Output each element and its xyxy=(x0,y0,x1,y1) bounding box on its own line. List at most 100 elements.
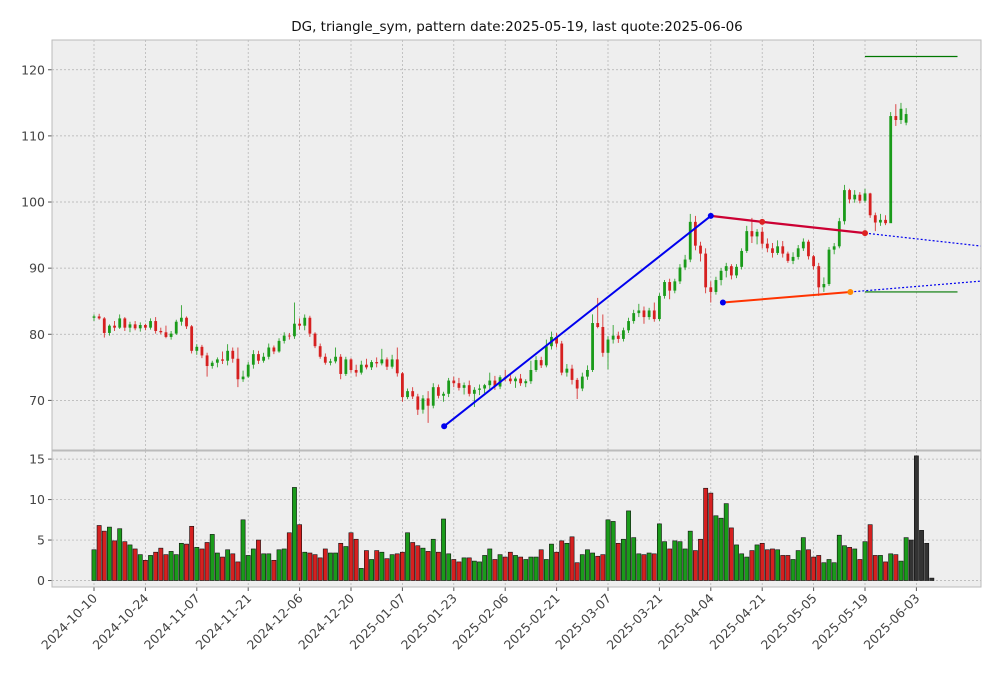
candle-body xyxy=(262,356,266,361)
volume-bar xyxy=(507,551,513,581)
volume-bar xyxy=(184,543,189,581)
volume-bar xyxy=(888,553,894,581)
lower-end-point xyxy=(847,288,854,295)
volume-bar xyxy=(107,526,112,581)
candle-body xyxy=(277,340,281,352)
volume-bar xyxy=(590,552,595,581)
volume-bar xyxy=(487,548,493,581)
volume-bar xyxy=(425,551,431,581)
candle-body xyxy=(205,355,209,367)
volume-bar xyxy=(209,534,215,581)
candle-body xyxy=(144,325,147,328)
price-tick-label: 100 xyxy=(21,195,45,210)
volume-bar xyxy=(281,548,287,581)
volume-bar xyxy=(374,550,380,581)
price-tick-label: 90 xyxy=(29,261,45,276)
candle-body xyxy=(647,310,651,318)
candle-body xyxy=(442,393,445,396)
candle-body xyxy=(627,321,630,331)
volume-bar xyxy=(358,568,364,581)
volume-bar xyxy=(775,549,781,581)
candle-body xyxy=(195,346,199,351)
upper-end-point xyxy=(862,230,868,237)
volume-bar xyxy=(235,561,241,581)
volume-bar xyxy=(708,492,714,581)
volume-bar xyxy=(466,557,472,581)
candle-body xyxy=(719,270,723,281)
volume-bar xyxy=(173,554,179,581)
candle-body xyxy=(879,219,882,223)
volume-bar xyxy=(559,540,565,581)
candle-body xyxy=(519,378,523,384)
candle-body xyxy=(421,398,425,410)
volume-bar xyxy=(662,541,667,581)
volume-bar xyxy=(199,548,205,581)
candle-body xyxy=(560,343,564,373)
volume-bar xyxy=(826,559,832,581)
candle-body xyxy=(257,354,260,361)
candle-body xyxy=(755,231,759,237)
volume-bar xyxy=(461,557,467,581)
candle-body xyxy=(339,356,343,374)
candle-body xyxy=(843,190,846,222)
candle-body xyxy=(745,231,749,251)
volume-bar xyxy=(816,555,822,581)
candle-body xyxy=(663,282,666,296)
volume-bar xyxy=(744,556,750,581)
candle-body xyxy=(724,266,728,271)
volume-bar xyxy=(348,532,354,581)
volume-bar xyxy=(96,525,102,581)
volume-bar xyxy=(420,547,426,581)
triangle-lower-projection xyxy=(850,280,982,293)
volume-bar xyxy=(523,559,529,581)
triangle-upper-projection xyxy=(864,232,982,247)
volume-bar xyxy=(379,551,385,581)
volume-bar xyxy=(528,556,534,581)
candle-body xyxy=(652,310,656,320)
volume-bar xyxy=(225,549,231,581)
candle-body xyxy=(390,359,394,367)
candle-body xyxy=(303,317,307,326)
candle-body xyxy=(601,327,605,353)
volume-bar xyxy=(913,455,919,581)
candle-body xyxy=(401,373,404,398)
volume-bar xyxy=(132,548,138,581)
candle-body xyxy=(406,391,409,398)
candle-body xyxy=(385,359,389,367)
volume-bar xyxy=(893,554,899,581)
pattern-start-point xyxy=(441,423,448,430)
candle-body xyxy=(298,323,301,326)
candle-body xyxy=(771,248,774,253)
candle-body xyxy=(858,194,862,201)
candle-body xyxy=(149,321,152,328)
candle-body xyxy=(781,246,785,254)
volume-bar xyxy=(867,524,873,581)
candle-body xyxy=(853,194,857,200)
volume-bar xyxy=(636,553,642,581)
volume-bar xyxy=(214,552,220,581)
volume-bar xyxy=(728,527,734,581)
volume-bar xyxy=(502,556,508,581)
volume-bar xyxy=(898,560,904,581)
volume-bar xyxy=(713,515,719,581)
volume-bar xyxy=(338,542,344,581)
volume-bar xyxy=(847,547,852,581)
candle-body xyxy=(411,391,415,397)
volume-bar xyxy=(292,487,297,581)
volume-bar xyxy=(276,549,282,581)
candle-body xyxy=(478,388,481,390)
candle-body xyxy=(678,267,682,282)
volume-bar xyxy=(271,559,277,581)
candle-body xyxy=(822,284,826,288)
volume-bar xyxy=(117,528,123,581)
candle-body xyxy=(642,310,646,318)
volume-bar xyxy=(261,553,267,581)
candle-body xyxy=(447,380,451,394)
pattern-peak-point xyxy=(707,212,714,219)
candle-body xyxy=(185,317,188,327)
candle-body xyxy=(508,378,512,382)
volume-bar xyxy=(101,530,107,581)
volume-bar xyxy=(317,557,323,581)
volume-bar xyxy=(764,549,770,581)
